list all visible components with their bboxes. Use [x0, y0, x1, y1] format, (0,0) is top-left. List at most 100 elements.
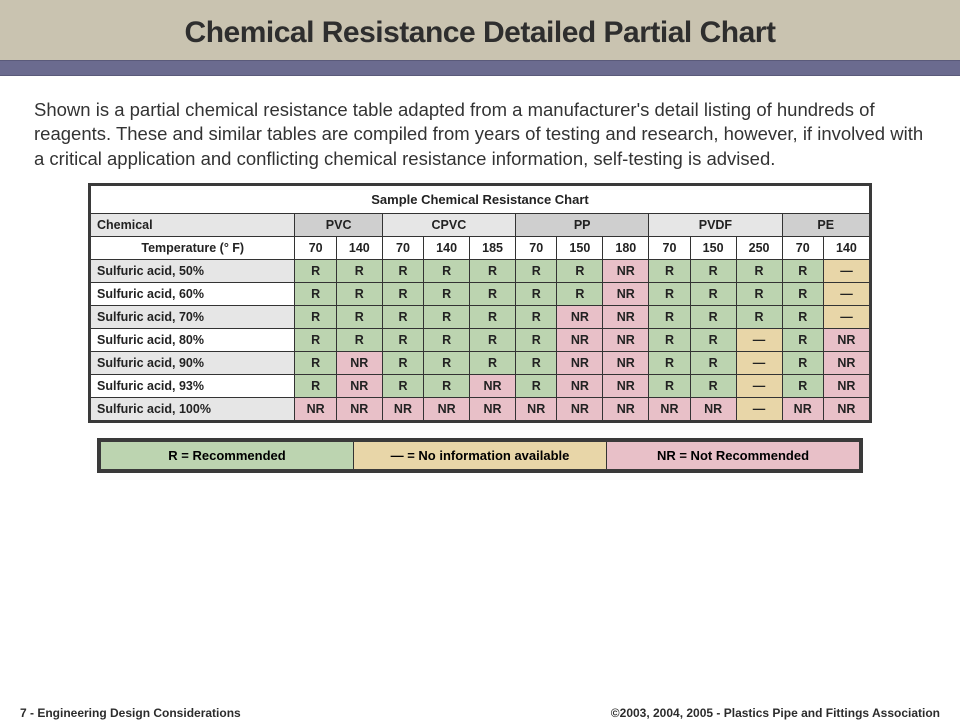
temperature-cell: 70 [382, 237, 423, 260]
resistance-cell: R [382, 260, 423, 283]
resistance-cell: — [823, 306, 869, 329]
resistance-cell: R [336, 260, 382, 283]
resistance-cell: — [736, 375, 782, 398]
resistance-cell: R [470, 329, 516, 352]
resistance-table: Sample Chemical Resistance Chart Chemica… [90, 185, 870, 421]
resistance-cell: R [382, 375, 423, 398]
temperature-cell: 70 [516, 237, 557, 260]
resistance-cell: NR [823, 375, 869, 398]
resistance-cell: R [295, 306, 336, 329]
resistance-cell: R [382, 352, 423, 375]
resistance-cell: NR [470, 398, 516, 421]
resistance-cell: R [690, 329, 736, 352]
resistance-cell: R [424, 329, 470, 352]
resistance-cell: R [782, 375, 823, 398]
material-header-row: Chemical PVCCPVCPPPVDFPE [91, 214, 870, 237]
resistance-cell: — [823, 283, 869, 306]
temperature-cell: 180 [603, 237, 649, 260]
legend-no-info: — = No information available [354, 442, 607, 470]
chemical-name-cell: Sulfuric acid, 90% [91, 352, 295, 375]
resistance-cell: R [649, 352, 690, 375]
resistance-cell: R [382, 283, 423, 306]
resistance-cell: NR [782, 398, 823, 421]
resistance-table-container: Sample Chemical Resistance Chart Chemica… [0, 179, 960, 421]
temperature-cell: 140 [823, 237, 869, 260]
temperature-cell: 70 [295, 237, 336, 260]
legend-container: R = Recommended — = No information avail… [0, 421, 960, 470]
resistance-cell: R [649, 375, 690, 398]
resistance-cell: R [516, 283, 557, 306]
resistance-cell: R [649, 283, 690, 306]
chemical-name-cell: Sulfuric acid, 80% [91, 329, 295, 352]
table-row: Sulfuric acid, 60%RRRRRRRNRRRRR— [91, 283, 870, 306]
resistance-cell: R [295, 283, 336, 306]
resistance-cell: R [424, 375, 470, 398]
resistance-cell: NR [336, 398, 382, 421]
table-row: Sulfuric acid, 70%RRRRRRNRNRRRRR— [91, 306, 870, 329]
material-header: CPVC [382, 214, 515, 237]
resistance-cell: NR [823, 329, 869, 352]
chemical-name-cell: Sulfuric acid, 100% [91, 398, 295, 421]
table-row: Sulfuric acid, 90%RNRRRRRNRNRRR—RNR [91, 352, 870, 375]
resistance-cell: NR [557, 329, 603, 352]
slide: Chemical Resistance Detailed Partial Cha… [0, 0, 960, 720]
temperature-cell: 70 [782, 237, 823, 260]
resistance-cell: R [736, 306, 782, 329]
resistance-cell: R [424, 283, 470, 306]
chemical-column-header: Chemical [91, 214, 295, 237]
resistance-cell: NR [823, 398, 869, 421]
material-header: PP [516, 214, 649, 237]
table-row: Sulfuric acid, 50%RRRRRRRNRRRRR— [91, 260, 870, 283]
temperature-cell: 250 [736, 237, 782, 260]
slide-title: Chemical Resistance Detailed Partial Cha… [20, 16, 940, 50]
resistance-cell: R [736, 283, 782, 306]
resistance-cell: — [823, 260, 869, 283]
legend-recommended: R = Recommended [101, 442, 354, 470]
legend-not-recommended: NR = Not Recommended [607, 442, 860, 470]
table-row: Sulfuric acid, 80%RRRRRRNRNRRR—RNR [91, 329, 870, 352]
resistance-cell: R [516, 352, 557, 375]
resistance-cell: R [424, 306, 470, 329]
resistance-cell: — [736, 352, 782, 375]
resistance-cell: R [782, 260, 823, 283]
resistance-cell: R [557, 260, 603, 283]
resistance-cell: R [690, 283, 736, 306]
resistance-cell: R [336, 306, 382, 329]
resistance-cell: R [382, 329, 423, 352]
material-header: PVDF [649, 214, 782, 237]
resistance-cell: R [470, 352, 516, 375]
resistance-cell: R [782, 306, 823, 329]
resistance-cell: NR [382, 398, 423, 421]
accent-bar [0, 60, 960, 76]
temperature-cell: 70 [649, 237, 690, 260]
resistance-cell: R [782, 283, 823, 306]
resistance-cell: NR [516, 398, 557, 421]
resistance-cell: — [736, 398, 782, 421]
resistance-cell: R [382, 306, 423, 329]
temperature-cell: 140 [424, 237, 470, 260]
resistance-cell: R [782, 329, 823, 352]
resistance-cell: R [736, 260, 782, 283]
temperature-cell: 150 [690, 237, 736, 260]
resistance-cell: NR [603, 283, 649, 306]
resistance-cell: R [295, 375, 336, 398]
temperature-cell: 150 [557, 237, 603, 260]
resistance-cell: R [470, 306, 516, 329]
resistance-cell: NR [603, 306, 649, 329]
resistance-cell: R [649, 260, 690, 283]
resistance-cell: NR [603, 398, 649, 421]
resistance-cell: R [690, 375, 736, 398]
chemical-name-cell: Sulfuric acid, 50% [91, 260, 295, 283]
resistance-cell: NR [603, 352, 649, 375]
footer-left: 7 - Engineering Design Considerations [20, 706, 241, 720]
chemical-name-cell: Sulfuric acid, 60% [91, 283, 295, 306]
resistance-cell: NR [649, 398, 690, 421]
resistance-cell: — [736, 329, 782, 352]
resistance-cell: R [295, 329, 336, 352]
resistance-cell: R [424, 260, 470, 283]
resistance-cell: R [557, 283, 603, 306]
resistance-cell: NR [557, 398, 603, 421]
resistance-cell: R [649, 329, 690, 352]
resistance-cell: R [295, 260, 336, 283]
table-row: Sulfuric acid, 93%RNRRRNRRNRNRRR—RNR [91, 375, 870, 398]
